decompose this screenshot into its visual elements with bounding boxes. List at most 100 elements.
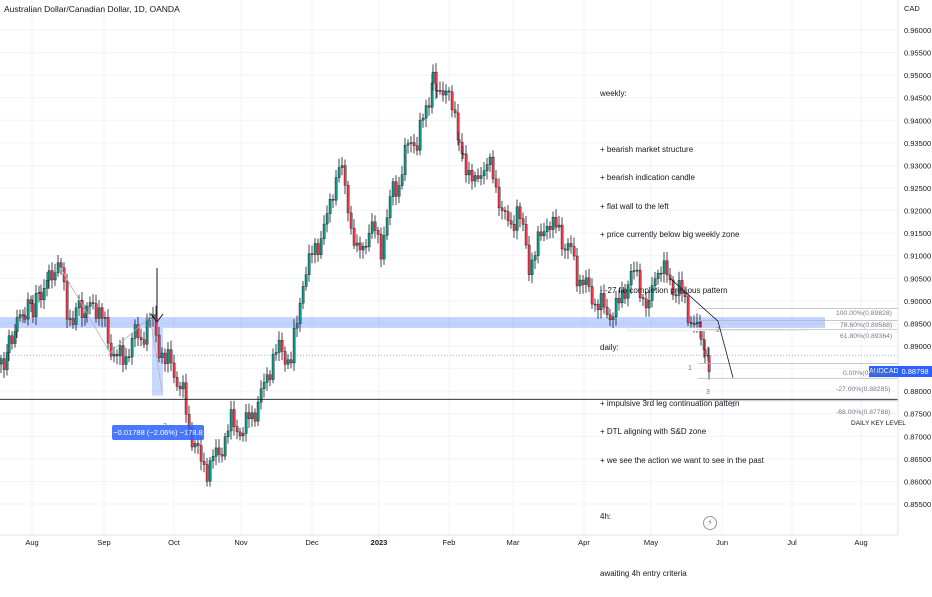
candle-body: [421, 117, 425, 121]
x-tick-label: Aug: [854, 538, 867, 547]
price-range-measure[interactable]: −0.01788 (−2.06%) −178.8: [112, 425, 204, 440]
candle-body: [572, 246, 576, 257]
candle-body: [21, 314, 25, 317]
note-line: weekly:: [600, 88, 627, 98]
y-tick-label: 0.92500: [904, 184, 931, 193]
candle-body: [635, 269, 639, 272]
candle-body: [178, 386, 182, 390]
wave-label: 3: [731, 402, 735, 409]
candle-body: [56, 262, 60, 273]
candle-body: [53, 272, 57, 281]
candle-body: [247, 412, 251, 420]
candle-body: [626, 284, 630, 299]
candle-body: [453, 109, 457, 114]
y-tick-label: 0.87000: [904, 432, 931, 441]
candle-body: [584, 277, 588, 285]
fib-level-neg68: -68.00%(0.87788): [836, 409, 891, 416]
candle-body: [280, 340, 284, 352]
y-tick-label: 0.94000: [904, 116, 931, 125]
y-tick-label: 0.86500: [904, 455, 931, 464]
candle-body: [214, 447, 218, 457]
chart[interactable]: 0.96000 0.95500 0.95000 0.94500 0.94000 0.935…: [0, 0, 932, 578]
note-line: + DTL aligning with S&D zone: [600, 427, 707, 437]
candle-body: [238, 431, 242, 437]
lightning-icon[interactable]: ⚡: [703, 516, 717, 530]
candle-body: [608, 314, 612, 320]
candle-body: [65, 281, 69, 320]
candle-body: [560, 224, 564, 250]
chart-canvas[interactable]: 0.96000 0.95500 0.95000 0.94500 0.94000 0.935…: [0, 0, 932, 550]
candle-body: [521, 218, 525, 225]
candle-body: [656, 272, 660, 279]
candle-body: [611, 316, 615, 320]
candle-body: [13, 331, 17, 344]
candle-body: [497, 186, 501, 209]
candle-body: [662, 260, 666, 274]
x-tick-label: Apr: [578, 538, 590, 547]
candle-body: [524, 224, 528, 246]
candle-body: [418, 119, 422, 151]
y-tick-label: 0.95500: [904, 49, 931, 58]
x-tick-label: Mar: [507, 538, 520, 547]
y-tick-label: 0.86000: [904, 477, 931, 486]
candle-body: [479, 175, 483, 179]
candle-body: [346, 184, 350, 214]
candle-body: [292, 327, 296, 364]
candle-body: [118, 345, 122, 357]
fib-level-78: 78.60%(0.89568): [840, 322, 893, 329]
x-tick-label: Sep: [97, 538, 110, 547]
candle-body: [587, 277, 591, 287]
note-line: [600, 315, 764, 324]
fib-level-0: 0.00%(0.88613): [843, 370, 892, 377]
candle-body: [235, 426, 239, 433]
weekly-zone: [0, 317, 825, 328]
candle-body: [15, 317, 19, 332]
candle-body: [464, 153, 468, 176]
candle-body: [680, 280, 684, 294]
wave-label: 3: [163, 423, 167, 430]
candle-body: [391, 181, 395, 197]
candle-body: [376, 230, 380, 235]
candle-body: [617, 297, 621, 304]
wave-label: 2: [716, 327, 720, 334]
candle-body: [244, 412, 248, 434]
candle-body: [509, 220, 513, 225]
candle-body: [286, 359, 290, 365]
x-tick-label: 2023: [371, 538, 388, 547]
candle-body: [590, 286, 594, 305]
candle-body: [488, 156, 492, 165]
candle-body: [50, 270, 54, 281]
candle-body: [409, 142, 413, 144]
candle-body: [23, 315, 27, 320]
candle-body: [5, 352, 9, 370]
candle-body: [431, 71, 435, 84]
candle-body: [539, 231, 543, 237]
fib-level-100: 100.00%(0.89828): [836, 310, 892, 317]
candle-body: [45, 279, 49, 289]
candle-body: [473, 175, 477, 182]
candle-body: [169, 349, 173, 364]
candle-body: [289, 359, 293, 364]
candle-body: [557, 224, 561, 228]
candle-body: [298, 302, 302, 324]
candle-body: [91, 302, 95, 304]
note-line: + bearish indication candle: [600, 173, 695, 183]
candle-body: [605, 306, 609, 315]
candle-body: [199, 445, 203, 462]
candle-body: [638, 269, 642, 299]
candle-body: [109, 342, 113, 357]
candle-body: [142, 339, 146, 345]
candle-body: [358, 242, 362, 251]
candle-body: [632, 270, 636, 272]
note-line: [600, 258, 764, 267]
candle-body: [136, 324, 140, 338]
candle-body: [614, 297, 618, 318]
candle-body: [304, 274, 308, 287]
candle-body: [412, 142, 416, 146]
candle-body: [334, 177, 338, 201]
candle-body: [364, 246, 368, 248]
candle-body: [388, 196, 392, 219]
candle-body: [124, 356, 128, 365]
candle-body: [400, 174, 404, 186]
candle-body: [205, 464, 209, 482]
